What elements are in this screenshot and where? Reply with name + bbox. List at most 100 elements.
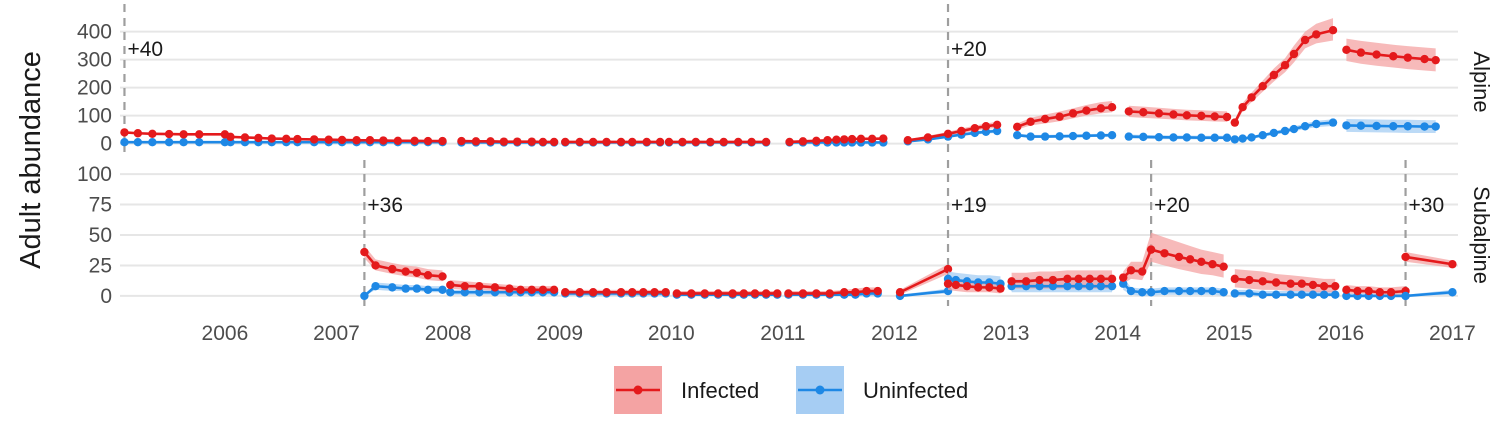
infected-point	[179, 130, 188, 139]
infected-point	[895, 288, 905, 297]
infected-point	[700, 289, 709, 298]
x-tick-label: 2016	[1317, 322, 1364, 345]
infected-point	[1174, 252, 1184, 262]
infected-point	[664, 137, 674, 147]
infected-line	[899, 267, 949, 294]
uninfected-point	[1297, 290, 1306, 299]
uninfected-point	[1085, 281, 1094, 291]
infected-point	[798, 289, 808, 298]
uninfected-point	[1230, 135, 1240, 144]
uninfected-point	[1124, 132, 1134, 141]
infected-point	[1096, 104, 1106, 113]
y-tick-label: 0	[100, 285, 112, 308]
infected-point	[293, 134, 302, 144]
infected-point	[549, 137, 559, 147]
infected-point	[516, 285, 525, 295]
infected-point	[1096, 274, 1106, 284]
infected-point	[1185, 255, 1195, 264]
infected-point	[401, 267, 410, 276]
infected-point	[943, 264, 953, 274]
infected-point	[628, 288, 637, 297]
event-label: +20	[1154, 194, 1190, 217]
infected-point	[388, 264, 397, 274]
infected-point	[588, 137, 598, 147]
infected-ci-band	[1123, 232, 1224, 284]
uninfected-point	[1372, 121, 1381, 131]
infected-point	[1431, 55, 1440, 65]
y-tick-label: 50	[89, 224, 112, 247]
infected-point	[1063, 274, 1072, 284]
infected-point	[985, 283, 994, 292]
infected-point	[773, 289, 782, 298]
uninfected-point	[1137, 288, 1147, 297]
infected-point	[1007, 277, 1016, 286]
uninfected-point	[1401, 291, 1410, 301]
infected-point	[1448, 260, 1457, 269]
infected-point	[825, 289, 834, 298]
infected-point	[1160, 249, 1169, 258]
infected-point	[957, 126, 966, 136]
uninfected-point	[148, 138, 157, 147]
infected-point	[379, 136, 388, 145]
infected-point	[1308, 280, 1318, 290]
infected-point	[1245, 275, 1254, 285]
infected-point	[739, 289, 749, 298]
uninfected-point	[1208, 286, 1217, 296]
uninfected-point	[1146, 288, 1156, 297]
panel-subalpine: 0 25 50 75 100 Subalpine +36 +19 +20 +30	[77, 160, 1494, 308]
event-label: +19	[951, 194, 987, 217]
infected-point	[832, 135, 841, 144]
uninfected-point	[1238, 134, 1247, 143]
infected-point	[538, 137, 548, 147]
x-axis: 2006 2007 2008 2009 2010 2011 2012 2013 2014 2015…	[202, 322, 1476, 345]
infected-point	[410, 136, 419, 145]
panel-strip-label: Alpine	[1469, 51, 1494, 112]
infected-point	[438, 272, 447, 281]
infected-ci-band	[1234, 18, 1334, 126]
uninfected-point	[1119, 279, 1128, 288]
legend-uninfected-point	[815, 385, 825, 395]
infected-point	[1312, 30, 1321, 39]
infected-point	[1342, 285, 1351, 295]
infected-point	[471, 137, 481, 146]
uninfected-point	[1448, 288, 1457, 297]
infected-point	[1197, 257, 1206, 266]
infected-point	[120, 128, 129, 137]
infected-point	[992, 120, 1002, 130]
infected-point	[309, 135, 319, 144]
uninfected-point	[1245, 289, 1254, 298]
infected-point	[1082, 106, 1091, 115]
x-tick-label: 2017	[1429, 322, 1476, 345]
infected-point	[1401, 252, 1410, 262]
y-tick-label: 25	[89, 254, 112, 277]
uninfected-point	[1219, 288, 1228, 297]
infected-point	[1074, 274, 1083, 284]
infected-point	[867, 134, 877, 144]
infected-point	[1124, 107, 1134, 116]
infected-point	[1280, 60, 1290, 70]
infected-point	[862, 286, 871, 296]
infected-point	[616, 288, 626, 297]
uninfected-point	[1068, 131, 1078, 141]
infected-point	[513, 137, 522, 146]
infected-point	[628, 137, 637, 147]
uninfected-point	[120, 138, 129, 147]
infected-point	[438, 136, 447, 146]
event-label: +30	[1409, 194, 1445, 217]
infected-point	[1364, 286, 1373, 296]
infected-point	[823, 136, 832, 145]
infected-point	[1040, 114, 1050, 124]
uninfected-point	[1289, 124, 1299, 134]
infected-point	[588, 288, 598, 297]
infected-point	[840, 135, 849, 144]
uninfected-point	[1197, 286, 1206, 296]
uninfected-point	[475, 288, 484, 297]
uninfected-point	[1331, 290, 1340, 299]
infected-point	[337, 135, 347, 145]
infected-point	[650, 288, 659, 297]
infected-point	[575, 137, 584, 147]
legend-infected-point	[633, 385, 643, 395]
infected-point	[148, 129, 157, 138]
infected-point	[747, 137, 756, 147]
